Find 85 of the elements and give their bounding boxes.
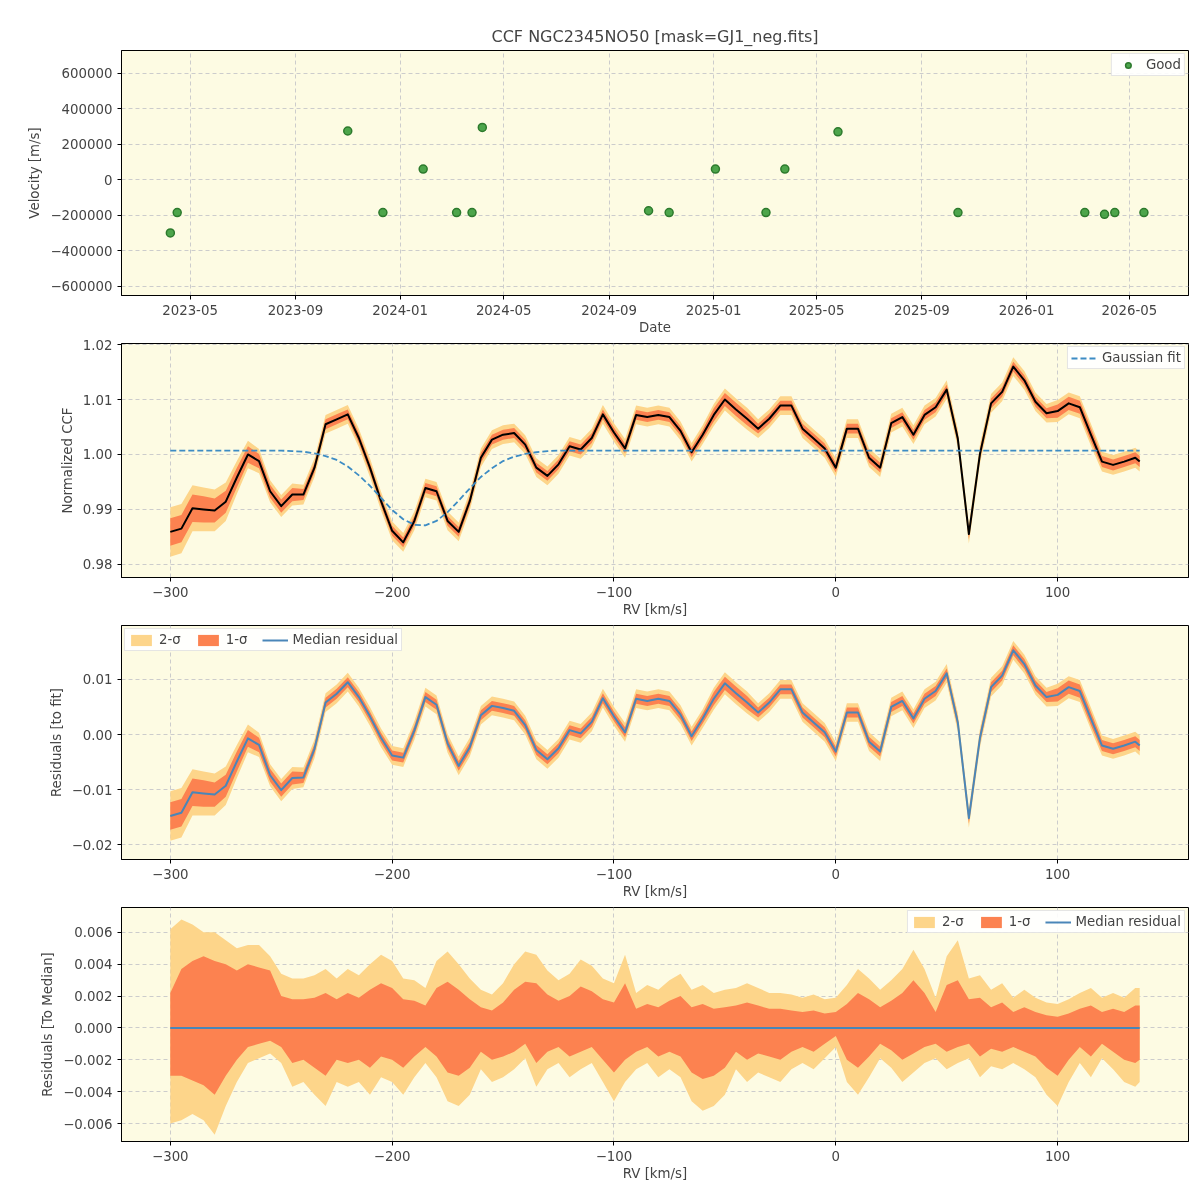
x-tick-label: 2025-01 [685, 302, 742, 318]
point [378, 207, 388, 218]
y-tick-label: 0.000 [74, 1020, 113, 1036]
point [710, 164, 721, 174]
x-axis-title: RV [km/s] [622, 883, 688, 899]
legend-label: Median residual [292, 632, 399, 647]
y-tick-label: 1.01 [82, 392, 113, 408]
y-axis-title: Normalized CCF [59, 407, 75, 514]
x-tick-label: 2024-01 [372, 302, 428, 318]
x-tick-label: −100 [595, 584, 633, 600]
x-tick-label: −200 [373, 866, 411, 882]
x-tick-label: −200 [373, 1148, 411, 1164]
x-tick-label: 2023-05 [162, 302, 218, 318]
chart-title: CCF NGC2345NO50 [mask=GJ1_neg.fits] [491, 26, 819, 47]
x-tick-label: 100 [1044, 1148, 1071, 1164]
x-tick-label: 0 [831, 584, 841, 600]
y-tick-label: 200000 [61, 137, 113, 153]
line-series [169, 449, 1141, 527]
x-axis-title: RV [km/s] [622, 1165, 688, 1181]
x-tick-label: 2024-09 [581, 302, 638, 318]
y-tick-label: 1.02 [82, 337, 113, 353]
y-tick-label: −600000 [50, 279, 113, 295]
y-tick-label: 1.00 [82, 447, 113, 463]
x-tick-label: −100 [595, 1148, 633, 1164]
x-tick-label: −300 [152, 1148, 189, 1164]
y-tick-label: 0.004 [74, 957, 113, 973]
x-tick-label: 100 [1044, 584, 1071, 600]
point [343, 126, 353, 136]
legend-label: 2-σ [941, 914, 964, 929]
point [761, 207, 771, 218]
y-tick-label: −400000 [50, 243, 113, 259]
point [165, 228, 176, 238]
y-tick-label: 0.01 [82, 672, 113, 688]
y-tick-label: −0.002 [63, 1052, 113, 1068]
y-tick-label: −0.01 [71, 782, 113, 798]
legend-label: Good [1145, 57, 1181, 72]
point [1080, 207, 1090, 218]
x-axis-title: Date [639, 319, 671, 335]
point [833, 127, 843, 137]
x-tick-label: 2026-05 [1101, 302, 1158, 318]
legend-label: 1-σ [1008, 914, 1031, 929]
x-tick-label: 2025-05 [788, 302, 845, 318]
y-tick-label: 0.00 [82, 727, 113, 743]
y-axis-title: Velocity [m/s] [27, 127, 43, 219]
x-tick-label: 2025-09 [894, 302, 950, 318]
point [643, 206, 654, 216]
point [1110, 207, 1120, 218]
point [1139, 207, 1149, 218]
legend-label: Median residual [1075, 914, 1181, 929]
point [172, 207, 182, 218]
y-tick-label: −0.004 [63, 1084, 113, 1100]
point [780, 164, 790, 174]
x-axis-title: RV [km/s] [622, 601, 688, 617]
point [467, 207, 477, 218]
point [664, 207, 674, 218]
point [477, 122, 488, 133]
point [953, 207, 963, 218]
y-tick-label: 0.99 [82, 502, 113, 518]
x-tick-label: −100 [595, 866, 633, 882]
legend-label: Gaussian fit [1101, 350, 1181, 365]
y-tick-label: 0.002 [74, 989, 113, 1005]
point [418, 164, 428, 174]
legend-label: 2-σ [159, 632, 181, 647]
y-tick-label: 0.006 [74, 925, 113, 941]
x-tick-label: −300 [152, 584, 189, 600]
y-tick-label: −0.02 [71, 837, 113, 853]
y-axis-title: Residuals [to fit] [48, 687, 64, 798]
x-tick-label: −300 [152, 866, 189, 882]
y-tick-label: 400000 [61, 101, 113, 117]
y-tick-label: 600000 [61, 66, 113, 82]
y-tick-label: 0.98 [82, 557, 113, 573]
x-tick-label: −200 [373, 584, 411, 600]
legend-label: 1-σ [225, 632, 248, 647]
x-tick-label: 0 [831, 866, 841, 882]
y-tick-label: 0 [104, 172, 113, 188]
y-tick-label: −0.006 [63, 1116, 113, 1132]
x-tick-label: 0 [831, 1148, 841, 1164]
y-axis-title: Residuals [To Median] [40, 952, 56, 1097]
y-tick-label: −200000 [50, 208, 113, 224]
x-tick-label: 2023-09 [267, 302, 324, 318]
point [1099, 209, 1110, 220]
x-tick-label: 2024-05 [475, 302, 532, 318]
x-tick-label: 2026-01 [998, 302, 1055, 318]
x-tick-label: 100 [1044, 866, 1071, 882]
point [451, 207, 462, 218]
